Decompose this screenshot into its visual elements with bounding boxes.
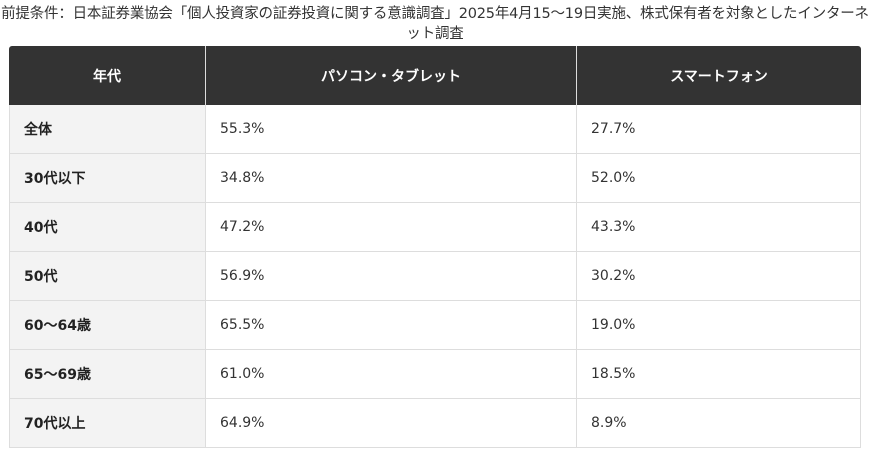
survey-table-container: 年代 パソコン・タブレット スマートフォン 全体 55.3% 27.7% 30代… <box>9 46 861 448</box>
table-row: 全体 55.3% 27.7% <box>9 105 861 154</box>
row-label: 40代 <box>9 203 206 252</box>
smartphone-value: 18.5% <box>577 350 861 399</box>
smartphone-value: 52.0% <box>577 154 861 203</box>
pc-tablet-value: 65.5% <box>206 301 577 350</box>
smartphone-value: 8.9% <box>577 399 861 448</box>
smartphone-value: 19.0% <box>577 301 861 350</box>
header-row: 年代 パソコン・タブレット スマートフォン <box>9 46 861 105</box>
header-pc-tablet: パソコン・タブレット <box>206 46 577 105</box>
smartphone-value: 30.2% <box>577 252 861 301</box>
table-row: 40代 47.2% 43.3% <box>9 203 861 252</box>
table-caption: 前提条件：日本証券業協会「個人投資家の証券投資に関する意識調査」2025年4月1… <box>1 6 869 42</box>
table-row: 50代 56.9% 30.2% <box>9 252 861 301</box>
pc-tablet-value: 34.8% <box>206 154 577 203</box>
pc-tablet-value: 64.9% <box>206 399 577 448</box>
header-smartphone: スマートフォン <box>577 46 861 105</box>
header-age-group: 年代 <box>9 46 206 105</box>
row-label: 70代以上 <box>9 399 206 448</box>
table-body: 全体 55.3% 27.7% 30代以下 34.8% 52.0% 40代 47.… <box>9 105 861 448</box>
pc-tablet-value: 61.0% <box>206 350 577 399</box>
row-label: 30代以下 <box>9 154 206 203</box>
row-label: 全体 <box>9 105 206 154</box>
table-row: 65～69歳 61.0% 18.5% <box>9 350 861 399</box>
smartphone-value: 27.7% <box>577 105 861 154</box>
table-row: 70代以上 64.9% 8.9% <box>9 399 861 448</box>
table-row: 30代以下 34.8% 52.0% <box>9 154 861 203</box>
pc-tablet-value: 55.3% <box>206 105 577 154</box>
survey-table: 年代 パソコン・タブレット スマートフォン 全体 55.3% 27.7% 30代… <box>9 46 861 448</box>
pc-tablet-value: 56.9% <box>206 252 577 301</box>
table-row: 60～64歳 65.5% 19.0% <box>9 301 861 350</box>
table-header: 年代 パソコン・タブレット スマートフォン <box>9 46 861 105</box>
row-label: 50代 <box>9 252 206 301</box>
smartphone-value: 43.3% <box>577 203 861 252</box>
row-label: 60～64歳 <box>9 301 206 350</box>
row-label: 65～69歳 <box>9 350 206 399</box>
pc-tablet-value: 47.2% <box>206 203 577 252</box>
